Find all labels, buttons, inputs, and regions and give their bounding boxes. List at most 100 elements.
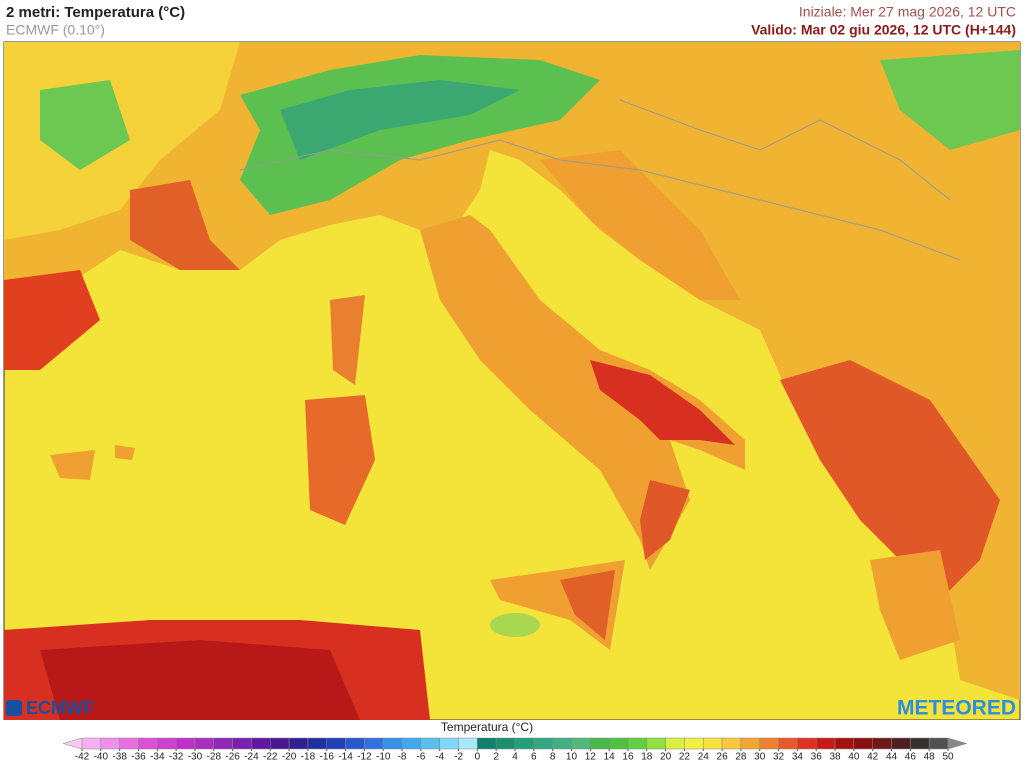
colorbar-segment: [646, 737, 666, 750]
colorbar-tick-label: -4: [435, 752, 444, 763]
colorbar-segment: [251, 737, 271, 750]
colorbar-segment: [759, 737, 779, 750]
colorbar-segment: [815, 737, 836, 750]
colorbar-tick-label: 18: [641, 752, 653, 763]
colorbar-tick-label: -12: [357, 752, 372, 763]
colorbar-tick-label: -6: [416, 752, 425, 763]
colorbar-segment: [740, 737, 760, 750]
colorbar-tick-label: 26: [717, 752, 729, 763]
colorbar-segment: [627, 737, 648, 750]
colorbar-tick-label: -22: [263, 752, 278, 763]
map-area: [3, 41, 1021, 721]
colorbar-tick-label: -2: [454, 752, 463, 763]
calabria-heat: [640, 480, 690, 560]
colorbar-segment: [232, 737, 252, 750]
colorbar-segment: [100, 737, 120, 750]
colorbar-segment: [608, 737, 629, 750]
colorbar-segment: [345, 737, 365, 750]
colorbar-segment: [270, 737, 290, 750]
colorbar-tick-label: -26: [225, 752, 240, 763]
balearic: [50, 450, 95, 480]
alps-high: [280, 80, 520, 160]
colorbar-tick-label: -10: [376, 752, 391, 763]
colorbar-segment: [477, 737, 497, 750]
colorbar-tick-label: -16: [320, 752, 335, 763]
borders-2: [619, 99, 951, 201]
colorbar-segment: [439, 737, 459, 750]
menorca: [115, 445, 135, 460]
colorbar-segment: [533, 737, 553, 750]
colorbar-tick-label: -18: [301, 752, 316, 763]
colorbar-segment: [495, 737, 516, 750]
italy-south-heat: [590, 360, 735, 445]
africa-hot: [40, 640, 360, 720]
colorbar-tick-label: 28: [735, 752, 747, 763]
colorbar-tick-label: -42: [75, 752, 90, 763]
rhone-heat: [130, 180, 240, 270]
colorbar-segment: [853, 737, 873, 750]
colorbar-segment: [721, 737, 742, 750]
colorbar-segment: [703, 737, 723, 750]
colorbar-segment: [157, 737, 177, 750]
colorbar-tick-label: 46: [905, 752, 917, 763]
colorbar-segment: [458, 737, 478, 750]
colorbar-tick-label: -20: [282, 752, 297, 763]
ecmwf-logo: ECMWF: [26, 698, 94, 718]
colorbar-tick-label: 14: [604, 752, 616, 763]
colorbar-segment: [420, 737, 440, 750]
peloponnese: [870, 550, 960, 660]
colorbar-tick-label: -38: [112, 752, 127, 763]
colorbar-segment: [797, 737, 817, 750]
colorbar-segment: [684, 737, 704, 750]
colorbar-arrow-high: [947, 737, 968, 750]
colorbar-tick-label: -34: [150, 752, 165, 763]
colorbar-tick-label: 12: [585, 752, 597, 763]
colorbar-segment: [213, 737, 233, 750]
colorbar-tick-label: 24: [698, 752, 710, 763]
model-label: ECMWF (0.10°): [6, 22, 105, 38]
colorbar-segment: [778, 737, 798, 750]
valid-time: Valido: Mar 02 giu 2026, 12 UTC (H+144): [751, 22, 1016, 38]
colorbar-segment: [872, 737, 892, 750]
colorbar-segment: [364, 737, 384, 750]
colorbar: -42 -40 -38 -36 -34 -32 -30 -28 -26 -24 -22 -20 -18-…: [62, 737, 968, 763]
colorbar-segment: [590, 737, 610, 750]
colorbar-tick-label: -40: [94, 752, 109, 763]
greece-heat: [780, 360, 1000, 600]
borders: [239, 139, 961, 261]
spain: [4, 270, 100, 370]
colorbar-tick-label: 20: [660, 752, 672, 763]
croatia: [540, 150, 740, 300]
colorbar-segment: [910, 737, 930, 750]
colorbar-tick-label: 10: [566, 752, 578, 763]
colorbar-tick-label: 40: [848, 752, 860, 763]
sardinia: [305, 395, 375, 525]
initial-time: Iniziale: Mer 27 mag 2026, 12 UTC: [799, 4, 1016, 20]
colorbar-tick-label: 2: [493, 752, 499, 763]
colorbar-tick-label: 0: [475, 752, 481, 763]
colorbar-tick-label: -36: [131, 752, 146, 763]
colorbar-segment: [194, 737, 215, 750]
colorbar-tick-label: 36: [811, 752, 823, 763]
land-north: [4, 42, 1020, 700]
ecmwf-icon: [6, 700, 22, 716]
colorbar-segment: [326, 737, 346, 750]
colorbar-segment: [401, 737, 422, 750]
sicily-heat: [560, 570, 615, 640]
colorbar-tick-label: -8: [398, 752, 407, 763]
italy: [420, 215, 745, 570]
colorbar-segment: [928, 737, 949, 750]
colorbar-segment: [382, 737, 403, 750]
balkan-green: [880, 50, 1020, 150]
colorbar-segment: [138, 737, 158, 750]
colorbar-segment: [552, 737, 572, 750]
colorbar-tick-label: 50: [942, 752, 954, 763]
colorbar-tick-label: -24: [244, 752, 259, 763]
colorbar-segment: [81, 737, 102, 750]
colorbar-segment: [665, 737, 685, 750]
map-title: 2 metri: Temperatura (°C): [6, 4, 185, 21]
colorbar-tick-label: 4: [512, 752, 518, 763]
corsica: [330, 295, 365, 385]
